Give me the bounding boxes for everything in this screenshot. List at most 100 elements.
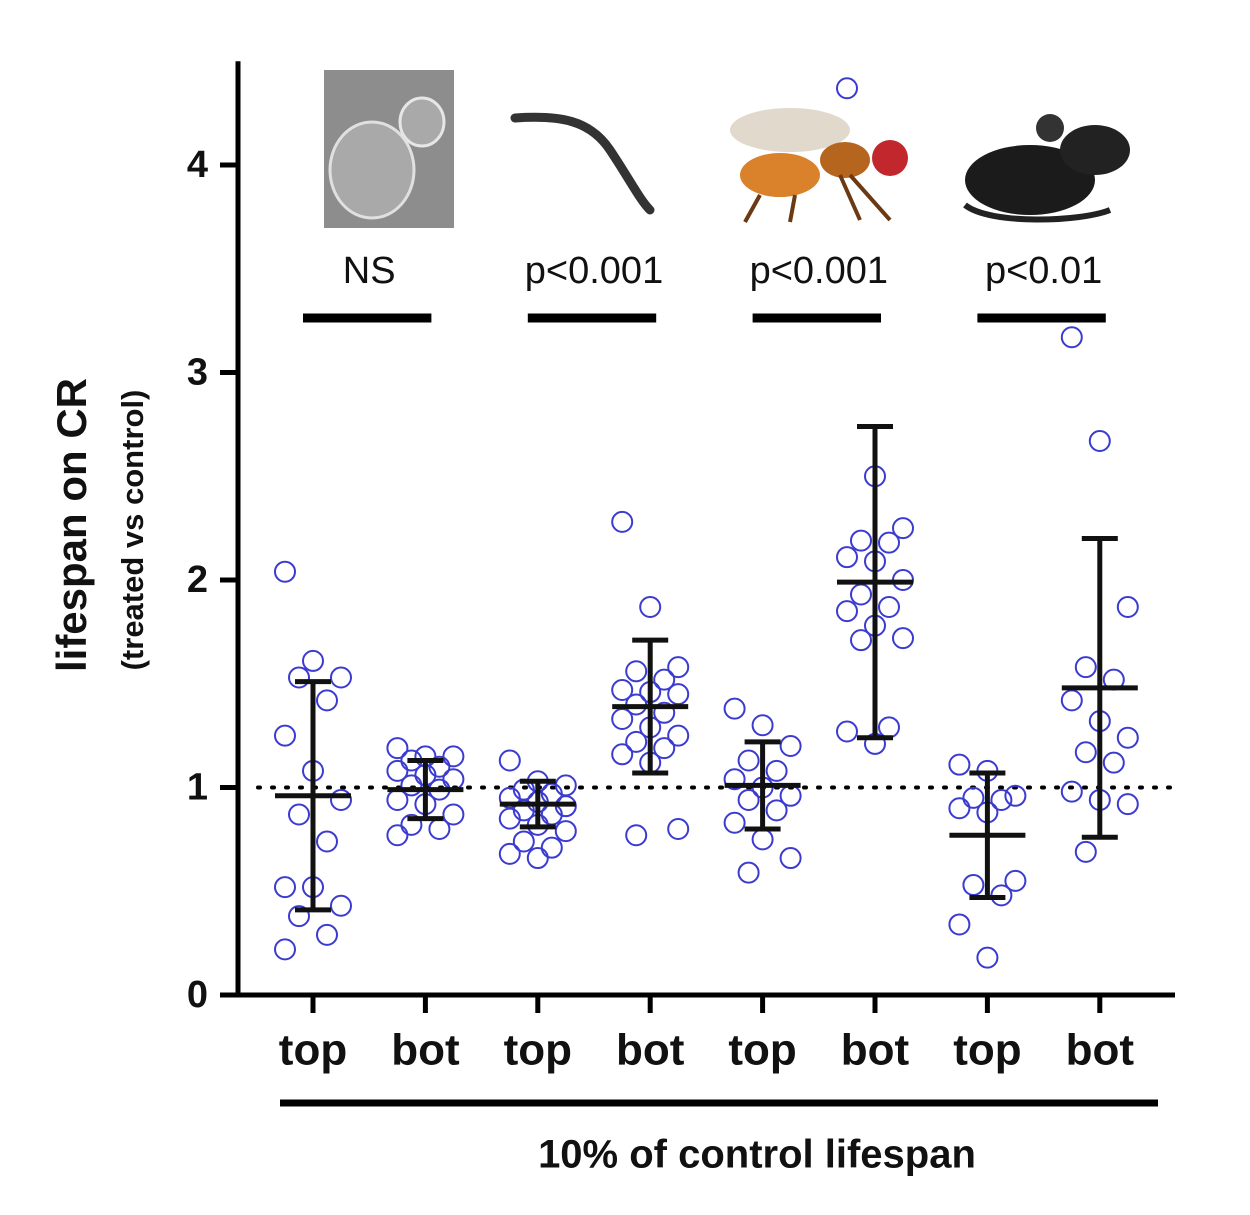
data-point [428, 818, 451, 840]
data-point [386, 737, 409, 760]
data-point [653, 701, 676, 724]
data-point [765, 759, 788, 782]
data-point [611, 708, 634, 731]
data-point [836, 546, 858, 569]
data-point [386, 788, 409, 811]
data-point [962, 874, 985, 897]
data-point [512, 830, 535, 853]
data-point [1116, 726, 1139, 749]
data-point [625, 660, 648, 683]
y-tick-label: 4 [187, 144, 208, 186]
data-point [526, 847, 549, 870]
data-point [288, 666, 310, 689]
data-point [498, 807, 521, 830]
data-point [1074, 656, 1097, 679]
y-axis-subtitle: (treated vs control) [115, 390, 150, 671]
data-point [653, 668, 676, 691]
data-point [850, 629, 872, 652]
data-point [723, 768, 746, 791]
data-point [330, 788, 352, 811]
data-point [667, 683, 690, 706]
data-point [1116, 793, 1139, 816]
y-tick-label: 0 [187, 974, 208, 1016]
data-point [611, 510, 634, 533]
data-point [1004, 869, 1027, 892]
yeast-icon [324, 70, 454, 228]
data-point [288, 803, 310, 826]
data-point [878, 595, 900, 618]
data-point [639, 595, 662, 618]
x-group-label: 10% of control lifespan [538, 1133, 976, 1177]
data-point [990, 788, 1013, 811]
y-tick-label: 2 [187, 559, 208, 601]
data-point [836, 77, 858, 100]
x-tick-label: bot [616, 1026, 685, 1075]
x-tick-label: bot [1066, 1026, 1135, 1075]
data-point [667, 818, 690, 840]
data-point [442, 803, 465, 826]
data-point [316, 923, 338, 946]
data-point [554, 820, 577, 843]
data-point [836, 600, 858, 623]
x-tick-label: bot [841, 1026, 910, 1075]
data-point [1060, 326, 1083, 349]
significance-label: NS [343, 250, 396, 292]
data-point [667, 656, 690, 679]
data-point [1088, 429, 1111, 452]
data-point [1060, 780, 1083, 803]
data-point [611, 743, 634, 766]
x-tick-label: bot [391, 1026, 460, 1075]
data-point [274, 724, 296, 747]
significance-label: p<0.001 [525, 250, 663, 292]
data-point [779, 847, 802, 870]
data-point [751, 714, 774, 737]
data-point [892, 627, 914, 650]
data-point [723, 811, 746, 834]
fly-icon [730, 108, 908, 223]
data-point [1116, 595, 1139, 618]
data-point [892, 517, 914, 540]
data-point [836, 720, 858, 743]
data-point [400, 774, 423, 797]
data-point [948, 913, 971, 936]
data-point [1074, 840, 1097, 863]
data-point [737, 861, 760, 884]
data-point [765, 799, 788, 822]
data-point [302, 649, 324, 672]
data-point [878, 531, 900, 554]
data-point [948, 797, 971, 820]
data-point [540, 836, 563, 859]
data-point [316, 830, 338, 853]
y-axis-title: lifespan on CR [48, 378, 95, 672]
worm-icon [510, 112, 655, 215]
data-point [976, 946, 999, 969]
data-point [850, 583, 872, 606]
significance-label: p<0.01 [985, 250, 1102, 292]
data-point [316, 689, 338, 712]
data-point [498, 749, 521, 772]
data-point [274, 876, 296, 899]
data-point [288, 905, 310, 928]
data-point [751, 828, 774, 851]
mouse-icon [963, 114, 1130, 223]
data-point [386, 824, 409, 847]
data-point [737, 788, 760, 811]
data-point [1074, 741, 1097, 764]
data-point [498, 842, 521, 865]
data-point [442, 745, 465, 768]
data-point [779, 735, 802, 757]
x-tick-label: top [279, 1026, 347, 1075]
data-point [400, 813, 423, 836]
data-point [625, 730, 648, 753]
data-point [737, 749, 760, 772]
significance-label: p<0.001 [750, 250, 888, 292]
x-tick-label: top [953, 1026, 1021, 1075]
data-point [1060, 689, 1083, 712]
data-point [850, 529, 872, 552]
x-tick-label: top [504, 1026, 572, 1075]
data-point [948, 753, 971, 776]
data-point [653, 737, 676, 760]
data-point [330, 894, 352, 917]
data-point [1102, 751, 1125, 774]
